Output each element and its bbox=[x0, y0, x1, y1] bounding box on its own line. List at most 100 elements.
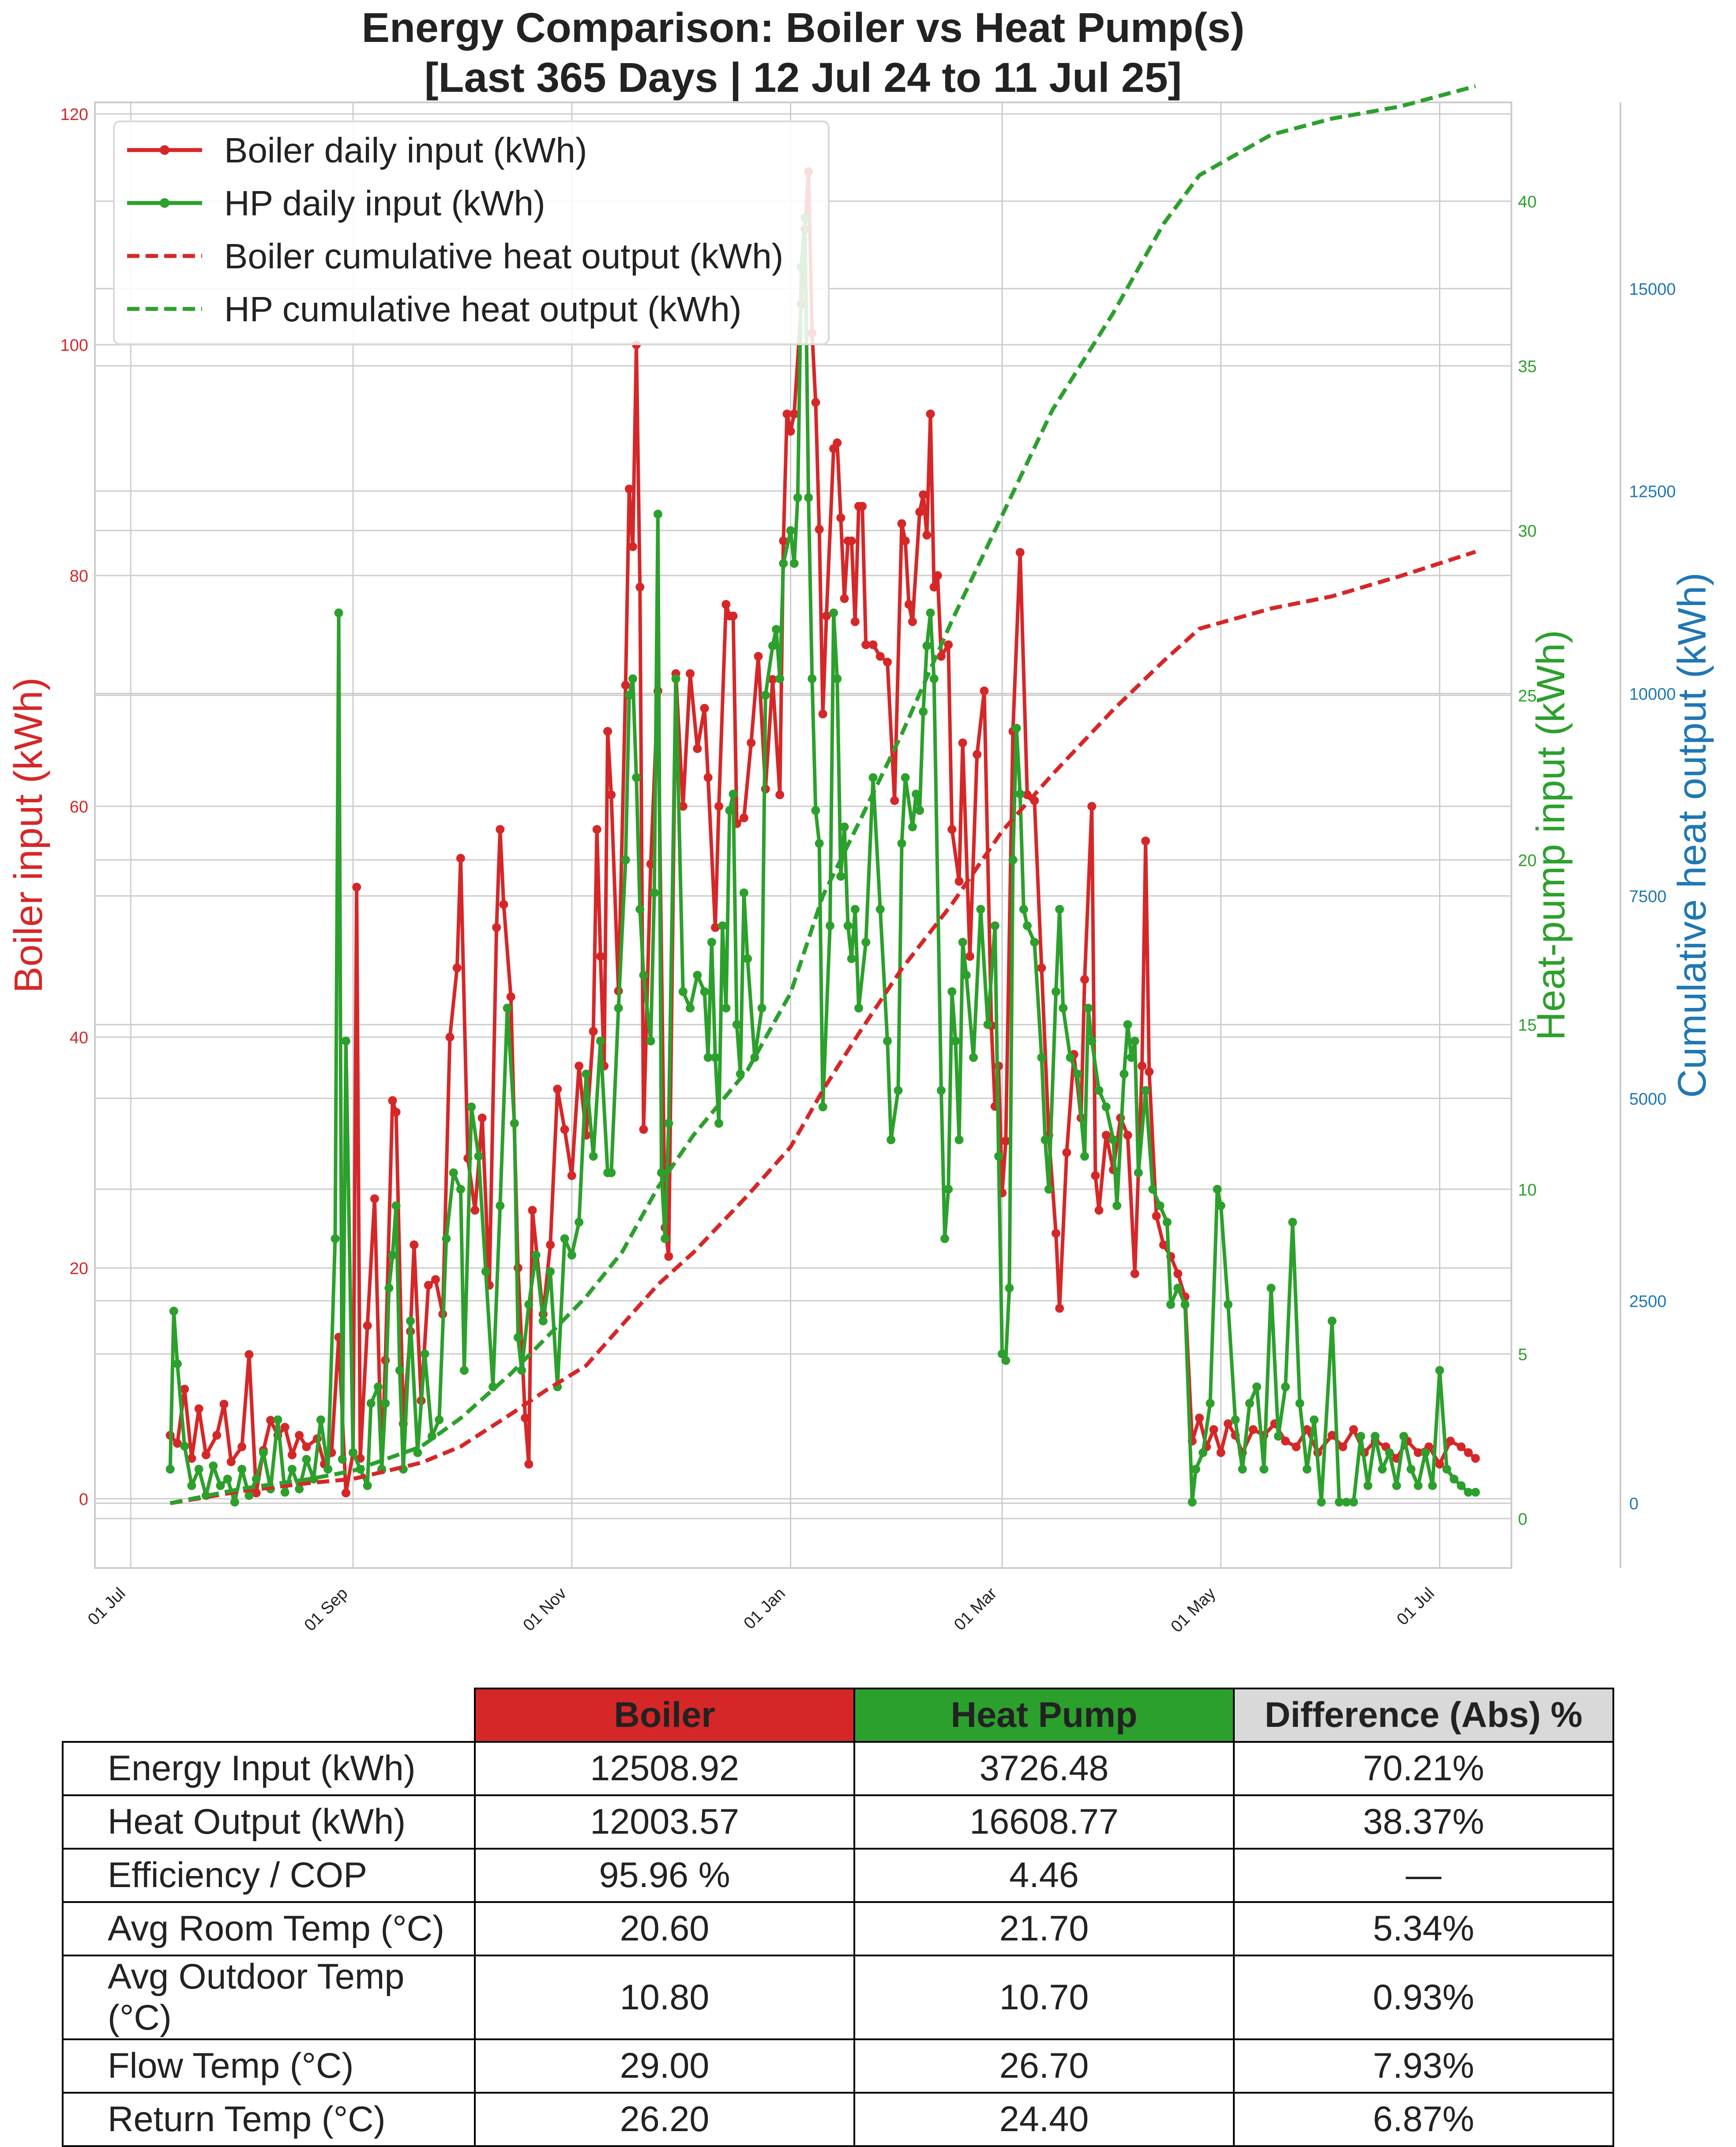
data-point bbox=[244, 1491, 254, 1500]
data-point bbox=[729, 790, 738, 799]
data-point bbox=[779, 536, 788, 545]
data-point bbox=[614, 1004, 623, 1013]
table-row: Flow Temp (°C) 29.00 26.70 7.93% bbox=[62, 2038, 1614, 2094]
cell-difference: 38.37% bbox=[1233, 1794, 1614, 1850]
data-point bbox=[1399, 1432, 1409, 1441]
data-point bbox=[635, 583, 645, 592]
data-point bbox=[729, 611, 738, 620]
data-point bbox=[1123, 1131, 1132, 1140]
data-point bbox=[1356, 1432, 1365, 1441]
data-point bbox=[592, 825, 601, 834]
data-point bbox=[929, 583, 939, 592]
data-point bbox=[700, 703, 709, 713]
data-point bbox=[833, 438, 842, 447]
data-point bbox=[169, 1306, 178, 1316]
y-tick-label-cumulative: 7500 bbox=[1629, 887, 1667, 906]
data-point bbox=[639, 1125, 648, 1134]
data-point bbox=[302, 1442, 311, 1451]
data-point bbox=[868, 773, 878, 782]
data-point bbox=[1005, 1283, 1014, 1293]
y-tick-label-boiler: 100 bbox=[60, 336, 88, 355]
data-point bbox=[632, 773, 641, 782]
row-label: Energy Input (kWh) bbox=[62, 1741, 476, 1796]
data-point bbox=[338, 1455, 347, 1464]
data-point bbox=[1464, 1488, 1473, 1497]
table-header-row: Boiler Heat Pump Difference (Abs) % bbox=[63, 1688, 1614, 1743]
data-point bbox=[850, 617, 860, 626]
data-point bbox=[1141, 836, 1150, 846]
data-point bbox=[833, 674, 842, 683]
data-point bbox=[815, 525, 824, 534]
legend-label: HP daily input (kWh) bbox=[224, 184, 545, 223]
data-point bbox=[230, 1497, 239, 1507]
data-point bbox=[1148, 1184, 1157, 1194]
chart-title-line2: [Last 365 Days | 12 Jul 24 to 11 Jul 25] bbox=[425, 54, 1182, 101]
data-point bbox=[811, 398, 820, 407]
series-line-1 bbox=[168, 216, 1476, 1504]
data-point bbox=[244, 1350, 254, 1359]
legend-marker bbox=[160, 145, 169, 155]
x-tick-label: 01 Jan bbox=[740, 1584, 789, 1633]
data-point bbox=[951, 1036, 960, 1045]
data-point bbox=[201, 1450, 210, 1459]
data-point bbox=[607, 790, 616, 799]
data-point bbox=[1302, 1425, 1311, 1434]
data-point bbox=[1428, 1481, 1437, 1490]
data-point bbox=[1385, 1448, 1394, 1457]
cell-difference: 0.93% bbox=[1233, 1955, 1614, 2040]
data-point bbox=[732, 1020, 741, 1029]
data-point bbox=[958, 938, 967, 947]
data-point bbox=[506, 992, 515, 1001]
data-point bbox=[173, 1439, 182, 1448]
data-point bbox=[725, 806, 734, 815]
data-point bbox=[1442, 1465, 1451, 1474]
data-point bbox=[653, 509, 662, 519]
data-point bbox=[883, 1036, 892, 1045]
cell-heat-pump: 24.40 bbox=[853, 2092, 1235, 2147]
data-point bbox=[718, 921, 727, 930]
data-point bbox=[528, 1206, 537, 1215]
data-point bbox=[926, 608, 935, 617]
data-point bbox=[721, 1004, 731, 1013]
data-point bbox=[822, 611, 831, 620]
data-point bbox=[657, 1168, 666, 1177]
data-point bbox=[531, 1251, 541, 1260]
data-point bbox=[962, 970, 971, 980]
data-point bbox=[1327, 1431, 1337, 1440]
data-point bbox=[513, 1333, 522, 1342]
data-point bbox=[1248, 1425, 1258, 1434]
cell-boiler: 29.00 bbox=[474, 2038, 855, 2094]
data-point bbox=[754, 652, 763, 661]
data-point bbox=[721, 600, 731, 609]
data-point bbox=[847, 536, 856, 545]
data-point bbox=[739, 888, 748, 898]
x-tick-label: 01 May bbox=[1167, 1584, 1219, 1636]
data-point bbox=[1288, 1218, 1297, 1227]
data-point bbox=[194, 1465, 203, 1474]
data-point bbox=[180, 1384, 189, 1394]
data-point bbox=[624, 691, 634, 700]
data-point bbox=[420, 1349, 429, 1358]
data-point bbox=[546, 1240, 555, 1249]
data-point bbox=[1413, 1481, 1423, 1490]
data-point bbox=[1130, 1036, 1139, 1045]
y-tick-label-cumulative: 12500 bbox=[1629, 483, 1676, 501]
data-point bbox=[1421, 1448, 1430, 1457]
data-point bbox=[1206, 1399, 1215, 1408]
data-point bbox=[460, 1366, 469, 1375]
data-point bbox=[628, 674, 637, 683]
data-point bbox=[538, 1316, 548, 1326]
data-point bbox=[990, 921, 1000, 930]
data-point bbox=[703, 773, 713, 782]
y-axis-label-cumulative: Cumulative heat output (kWh) bbox=[1670, 572, 1714, 1098]
data-point bbox=[449, 1168, 458, 1177]
data-point bbox=[908, 617, 917, 626]
data-point bbox=[1199, 1448, 1208, 1457]
data-point bbox=[496, 1201, 505, 1211]
data-point bbox=[1281, 1436, 1290, 1446]
data-point bbox=[1274, 1432, 1283, 1441]
data-point bbox=[1094, 1206, 1104, 1215]
cell-boiler: 20.60 bbox=[474, 1901, 855, 1956]
data-point bbox=[1471, 1488, 1480, 1497]
series-line-2 bbox=[169, 550, 1477, 1505]
